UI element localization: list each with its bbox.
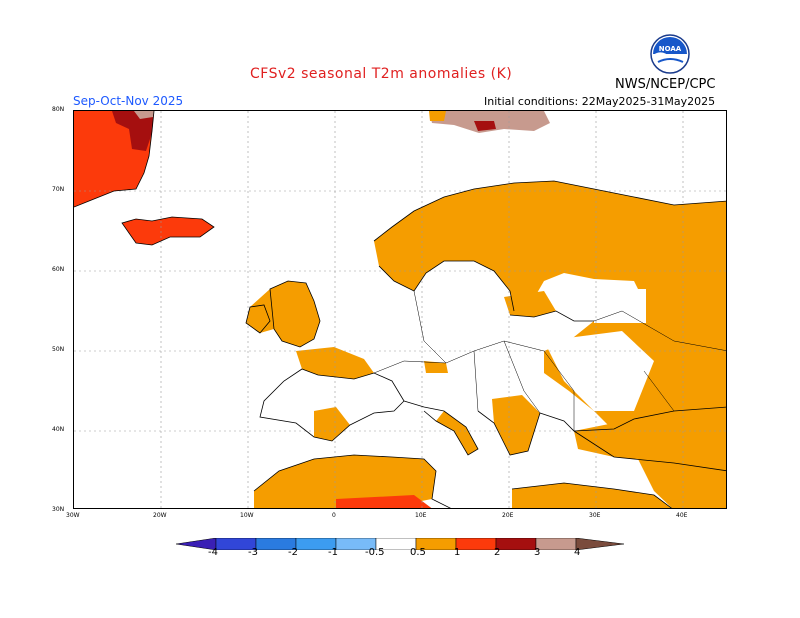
- greenland-extreme-anomaly: [134, 111, 154, 119]
- lat-label-60n: 60N: [52, 266, 65, 273]
- colorbar-label-2: 2: [494, 547, 501, 558]
- season-label: Sep-Oct-Nov 2025: [73, 94, 184, 108]
- colorbar-label-0-5: 0.5: [410, 547, 426, 558]
- spain-anomaly: [314, 407, 350, 441]
- lon-label-0: 0: [332, 512, 336, 519]
- map-title: CFSv2 seasonal T2m anomalies (K): [250, 66, 513, 82]
- colorbar-bin-7: [455, 537, 497, 551]
- color-bar: [175, 535, 626, 554]
- libya-egypt-anomaly: [512, 483, 672, 508]
- british-isles-anomaly: [246, 281, 320, 347]
- baltic-anomaly: [504, 291, 556, 317]
- north-africa-strong-anomaly: [336, 495, 432, 508]
- colorbar-label-neg1: -1: [328, 547, 338, 558]
- turkey-anomaly: [574, 407, 726, 471]
- colorbar-label-neg0-5: -0.5: [365, 547, 385, 558]
- colorbar-arrow-max: [575, 537, 625, 551]
- lat-label-40n: 40N: [52, 426, 65, 433]
- lat-label-50n: 50N: [52, 346, 65, 353]
- borders: [373, 290, 726, 431]
- lat-label-80n: 80N: [52, 106, 65, 113]
- logo-text: NOAA: [659, 45, 682, 53]
- balkans-anomaly: [492, 395, 540, 455]
- initial-conditions-label: Initial conditions: 22May2025-31May2025: [484, 95, 716, 108]
- colorbar-label-3: 3: [534, 547, 541, 558]
- agency-label: NWS/NCEP/CPC: [615, 77, 716, 92]
- colorbar-label-neg2: -2: [288, 547, 298, 558]
- svalbard-moderate-anomaly: [429, 111, 446, 121]
- italy-anomaly: [436, 411, 478, 455]
- lon-label-20w: 20W: [153, 512, 167, 519]
- colorbar-label-1: 1: [454, 547, 461, 558]
- lon-label-20e: 20E: [502, 512, 514, 519]
- colorbar-label-neg3: -3: [248, 547, 258, 558]
- central-europe-anomaly: [424, 361, 448, 373]
- lon-label-40e: 40E: [676, 512, 688, 519]
- lon-label-10w: 10W: [240, 512, 254, 519]
- lon-label-30e: 30E: [589, 512, 601, 519]
- lon-label-10e: 10E: [415, 512, 427, 519]
- colorbar-label-neg4: -4: [208, 547, 218, 558]
- svalbard-strong-anomaly: [474, 121, 496, 131]
- lon-label-30w: 30W: [66, 512, 80, 519]
- lat-label-30n: 30N: [52, 506, 65, 513]
- russia-neutral-1: [594, 289, 646, 323]
- colorbar-label-4: 4: [574, 547, 581, 558]
- colorbar-bin-8: [495, 537, 537, 551]
- anomaly-map: [73, 110, 727, 509]
- noaa-logo: NOAA: [650, 34, 690, 74]
- coastlines: [74, 111, 726, 508]
- russia-neutral-2: [544, 331, 654, 411]
- lat-label-70n: 70N: [52, 186, 65, 193]
- colorbar-bin-9: [535, 537, 577, 551]
- iceland-anomaly: [122, 217, 214, 245]
- north-africa-anomaly: [254, 455, 436, 508]
- graticule: [74, 111, 726, 508]
- greenland-strong-anomaly: [112, 111, 154, 151]
